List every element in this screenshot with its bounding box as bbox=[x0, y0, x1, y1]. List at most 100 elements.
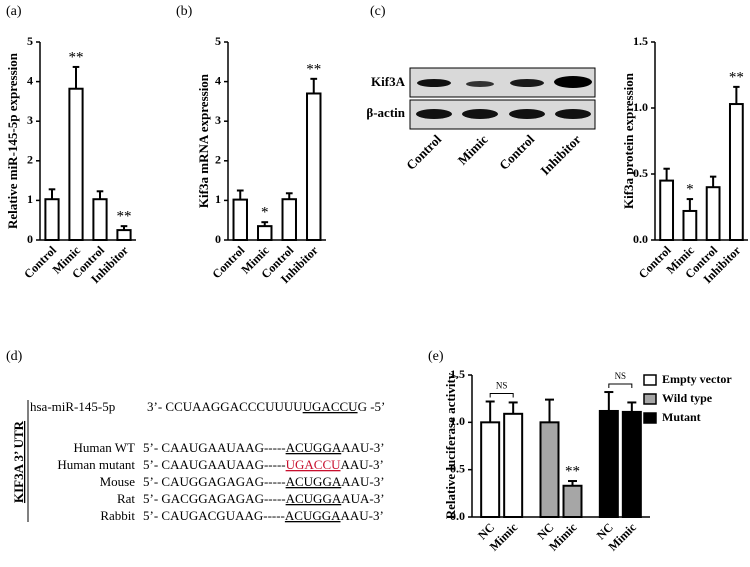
bracket-label: NS bbox=[496, 381, 508, 391]
binding-site: ACUGGA bbox=[286, 440, 342, 455]
error-bar bbox=[236, 189, 244, 200]
sequence: 5’- CAAUGAAUAAG-----ACUGGAAAU-3’ bbox=[143, 440, 385, 455]
y-tick-label: 2 bbox=[27, 153, 33, 167]
sequence-part: AUA-3’ bbox=[341, 491, 384, 506]
bar bbox=[306, 92, 322, 242]
significance: ** bbox=[69, 49, 84, 65]
legend-swatch bbox=[643, 412, 657, 424]
y-axis-label: Relative miR-145-5p expression bbox=[5, 52, 20, 229]
blot-band bbox=[555, 109, 591, 119]
blot-lane-label: Mimic bbox=[455, 131, 491, 167]
bracket bbox=[489, 393, 514, 398]
y-axis-label: Relative luciferase activity bbox=[443, 372, 458, 519]
panel-label: (a) bbox=[6, 4, 22, 19]
bar bbox=[705, 186, 721, 241]
panel-label: (e) bbox=[428, 349, 444, 364]
sequence-part: AAU-3’ bbox=[341, 440, 384, 455]
bar bbox=[682, 209, 698, 242]
sequence-name: Rat bbox=[117, 491, 135, 506]
sequence-part: 5’- CAAUGAAUAAG----- bbox=[143, 440, 286, 455]
bar bbox=[562, 484, 583, 519]
sequence-part: 5’- CAUGGAGAGAG----- bbox=[143, 474, 286, 489]
bar bbox=[503, 412, 524, 518]
bar bbox=[480, 421, 501, 519]
sequence-name: Mouse bbox=[100, 474, 136, 489]
error-bar bbox=[733, 85, 740, 105]
bar bbox=[257, 225, 273, 241]
sequence-part: 5’- CAAUGAAUAAG----- bbox=[143, 457, 286, 472]
error-bar bbox=[48, 188, 56, 200]
binding-site: ACUGGA bbox=[286, 474, 342, 489]
panel-label: (b) bbox=[176, 4, 193, 19]
significance: ** bbox=[306, 61, 321, 77]
y-tick-label: 1.5 bbox=[633, 34, 648, 48]
y-tick-label: 4 bbox=[27, 73, 33, 87]
bar bbox=[68, 87, 84, 241]
legend-swatch bbox=[643, 374, 657, 386]
panel-label: (c) bbox=[370, 4, 386, 19]
error-bar bbox=[285, 192, 293, 200]
region-label: KIF3A 3’ UTR bbox=[11, 420, 26, 503]
binding-site: UGACCU bbox=[303, 399, 359, 414]
sequence: 5’- CAAUGAAUAAG-----UGACCUAAU-3’ bbox=[143, 457, 384, 472]
bar bbox=[92, 198, 108, 242]
y-tick-label: 0.0 bbox=[450, 509, 465, 523]
y-tick-label: 1 bbox=[215, 192, 221, 206]
error-bar bbox=[545, 398, 554, 423]
sequence-part: 3’- CCUAAGGACCCUUUU bbox=[147, 399, 303, 414]
bar bbox=[728, 103, 744, 242]
bar bbox=[659, 179, 675, 242]
blot-band bbox=[417, 79, 451, 87]
y-tick-label: 5 bbox=[27, 34, 33, 48]
error-bar bbox=[709, 175, 717, 188]
error-bar bbox=[485, 400, 495, 423]
error-bar bbox=[686, 198, 694, 211]
y-tick-label: 0 bbox=[215, 232, 221, 246]
bar bbox=[539, 421, 560, 519]
blot-lane-label: Control bbox=[403, 131, 444, 172]
sequence-part: G -5’ bbox=[358, 399, 386, 414]
error-bar bbox=[261, 221, 269, 227]
sequence: 5’- GACGGAGAGAG-----ACUGGAAUA-3’ bbox=[143, 491, 385, 506]
sequence-part: AAU-3’ bbox=[341, 474, 384, 489]
error-bar bbox=[627, 401, 637, 412]
y-tick-label: 0.0 bbox=[633, 232, 648, 246]
error-bar bbox=[663, 167, 670, 181]
significance: ** bbox=[565, 463, 580, 479]
bar bbox=[598, 409, 619, 518]
binding-site: ACUGGA bbox=[285, 508, 341, 523]
y-tick-label: 0.5 bbox=[450, 461, 465, 475]
sequence-name: Human WT bbox=[74, 440, 136, 455]
legend-label: Wild type bbox=[662, 391, 713, 405]
blot-lane-label: Inhibitor bbox=[537, 131, 584, 178]
blot-row-label: Kif3A bbox=[371, 74, 406, 89]
sequence: 3’- CCUAAGGACCCUUUUUGACCUG -5’ bbox=[147, 399, 385, 414]
bar bbox=[44, 198, 60, 242]
sequence-name: hsa-miR-145-5p bbox=[30, 399, 115, 414]
sequence: 5’- CAUGGAGAGAG-----ACUGGAAAU-3’ bbox=[143, 474, 385, 489]
bracket bbox=[608, 383, 633, 389]
legend-swatch bbox=[643, 393, 657, 405]
blot-band bbox=[416, 109, 452, 119]
y-tick-label: 1 bbox=[27, 192, 33, 206]
blot-band bbox=[466, 81, 494, 87]
error-bar bbox=[568, 480, 577, 486]
legend-label: Empty vector bbox=[662, 372, 732, 386]
y-tick-label: 0 bbox=[27, 232, 33, 246]
binding-site: ACUGGA bbox=[286, 491, 342, 506]
blot-row-label: β-actin bbox=[366, 105, 405, 120]
error-bar bbox=[96, 190, 104, 200]
sequence: 5’- CAUGACGUAAG-----ACUGGAAAU-3’ bbox=[143, 508, 384, 523]
blot-band bbox=[510, 79, 544, 87]
binding-site: UGACCU bbox=[286, 457, 342, 472]
y-axis-label: Kif3a mRNA expression bbox=[196, 73, 211, 208]
sequence-part: AAU-3’ bbox=[341, 508, 384, 523]
error-bar bbox=[508, 401, 518, 414]
y-tick-label: 4 bbox=[215, 73, 221, 87]
sequence-part: AAU-3’ bbox=[341, 457, 384, 472]
y-tick-label: 3 bbox=[27, 113, 33, 127]
y-tick-label: 1.5 bbox=[450, 367, 465, 381]
blot-band bbox=[462, 109, 498, 119]
error-bar bbox=[310, 77, 318, 94]
